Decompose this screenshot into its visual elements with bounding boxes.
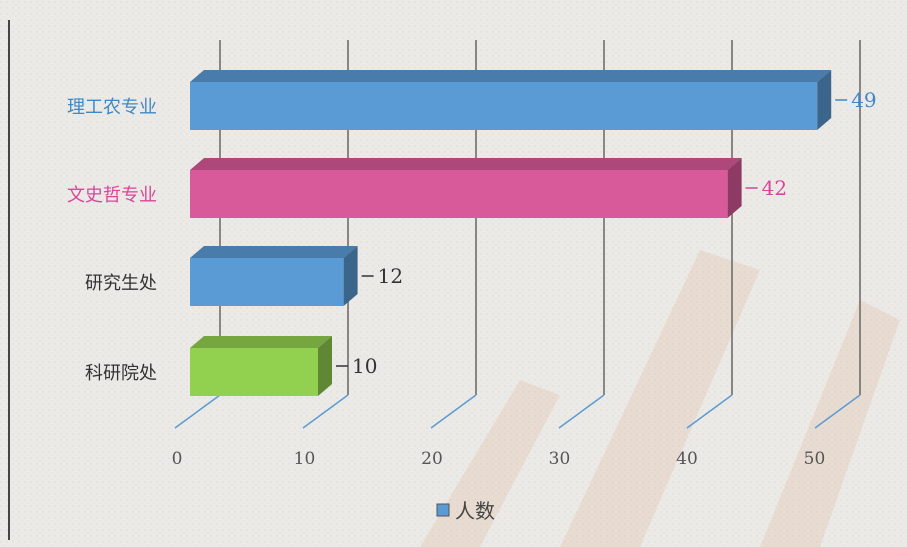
data-label-0: 49	[851, 88, 876, 112]
data-label-1: 42	[762, 176, 787, 200]
data-label-2: 12	[378, 264, 403, 288]
category-label-1: 文史哲专业	[67, 185, 157, 206]
tick-label-50: 50	[804, 449, 826, 469]
floor-line-20	[430, 394, 477, 429]
data-label-3: 10	[352, 354, 377, 378]
tick-label-20: 20	[421, 449, 443, 469]
floor-line-30	[558, 394, 605, 429]
tick-label-10: 10	[294, 449, 316, 469]
bar-side-3	[318, 336, 332, 396]
bar-front-1	[190, 170, 728, 218]
bar-3	[190, 336, 332, 396]
background-watermark	[420, 250, 900, 547]
x-axis-ticks: 0 10 20 30 40 50	[172, 449, 826, 469]
bar-side-2	[343, 246, 358, 306]
category-label-0: 理工农专业	[67, 97, 157, 118]
bar-side-1	[727, 158, 742, 218]
bar-front-2	[190, 258, 344, 306]
bar-1	[190, 158, 742, 218]
floor-line-0	[174, 394, 221, 429]
legend-entry: 人数	[455, 499, 495, 523]
tick-label-40: 40	[676, 449, 698, 469]
legend-swatch	[436, 503, 450, 517]
bar-top-1	[190, 158, 742, 170]
bar-top-2	[190, 246, 358, 258]
bar-top-3	[190, 336, 332, 348]
bar-2	[190, 246, 358, 306]
tick-label-30: 30	[549, 449, 571, 469]
bar-side-0	[817, 70, 832, 130]
floor-line-50	[814, 394, 861, 429]
category-label-3: 科研院处	[85, 363, 157, 384]
bar-top-0	[190, 70, 832, 82]
category-label-2: 研究生处	[85, 273, 157, 294]
floor-line-10	[302, 394, 349, 429]
bar-0	[190, 70, 832, 130]
floor-line-40	[686, 394, 733, 429]
legend: 人数	[436, 499, 495, 523]
tick-label-0: 0	[172, 449, 183, 469]
bars	[190, 70, 832, 396]
data-labels: 49 42 12 10	[336, 88, 877, 378]
bar-front-0	[190, 82, 818, 130]
bar-front-3	[190, 348, 318, 396]
